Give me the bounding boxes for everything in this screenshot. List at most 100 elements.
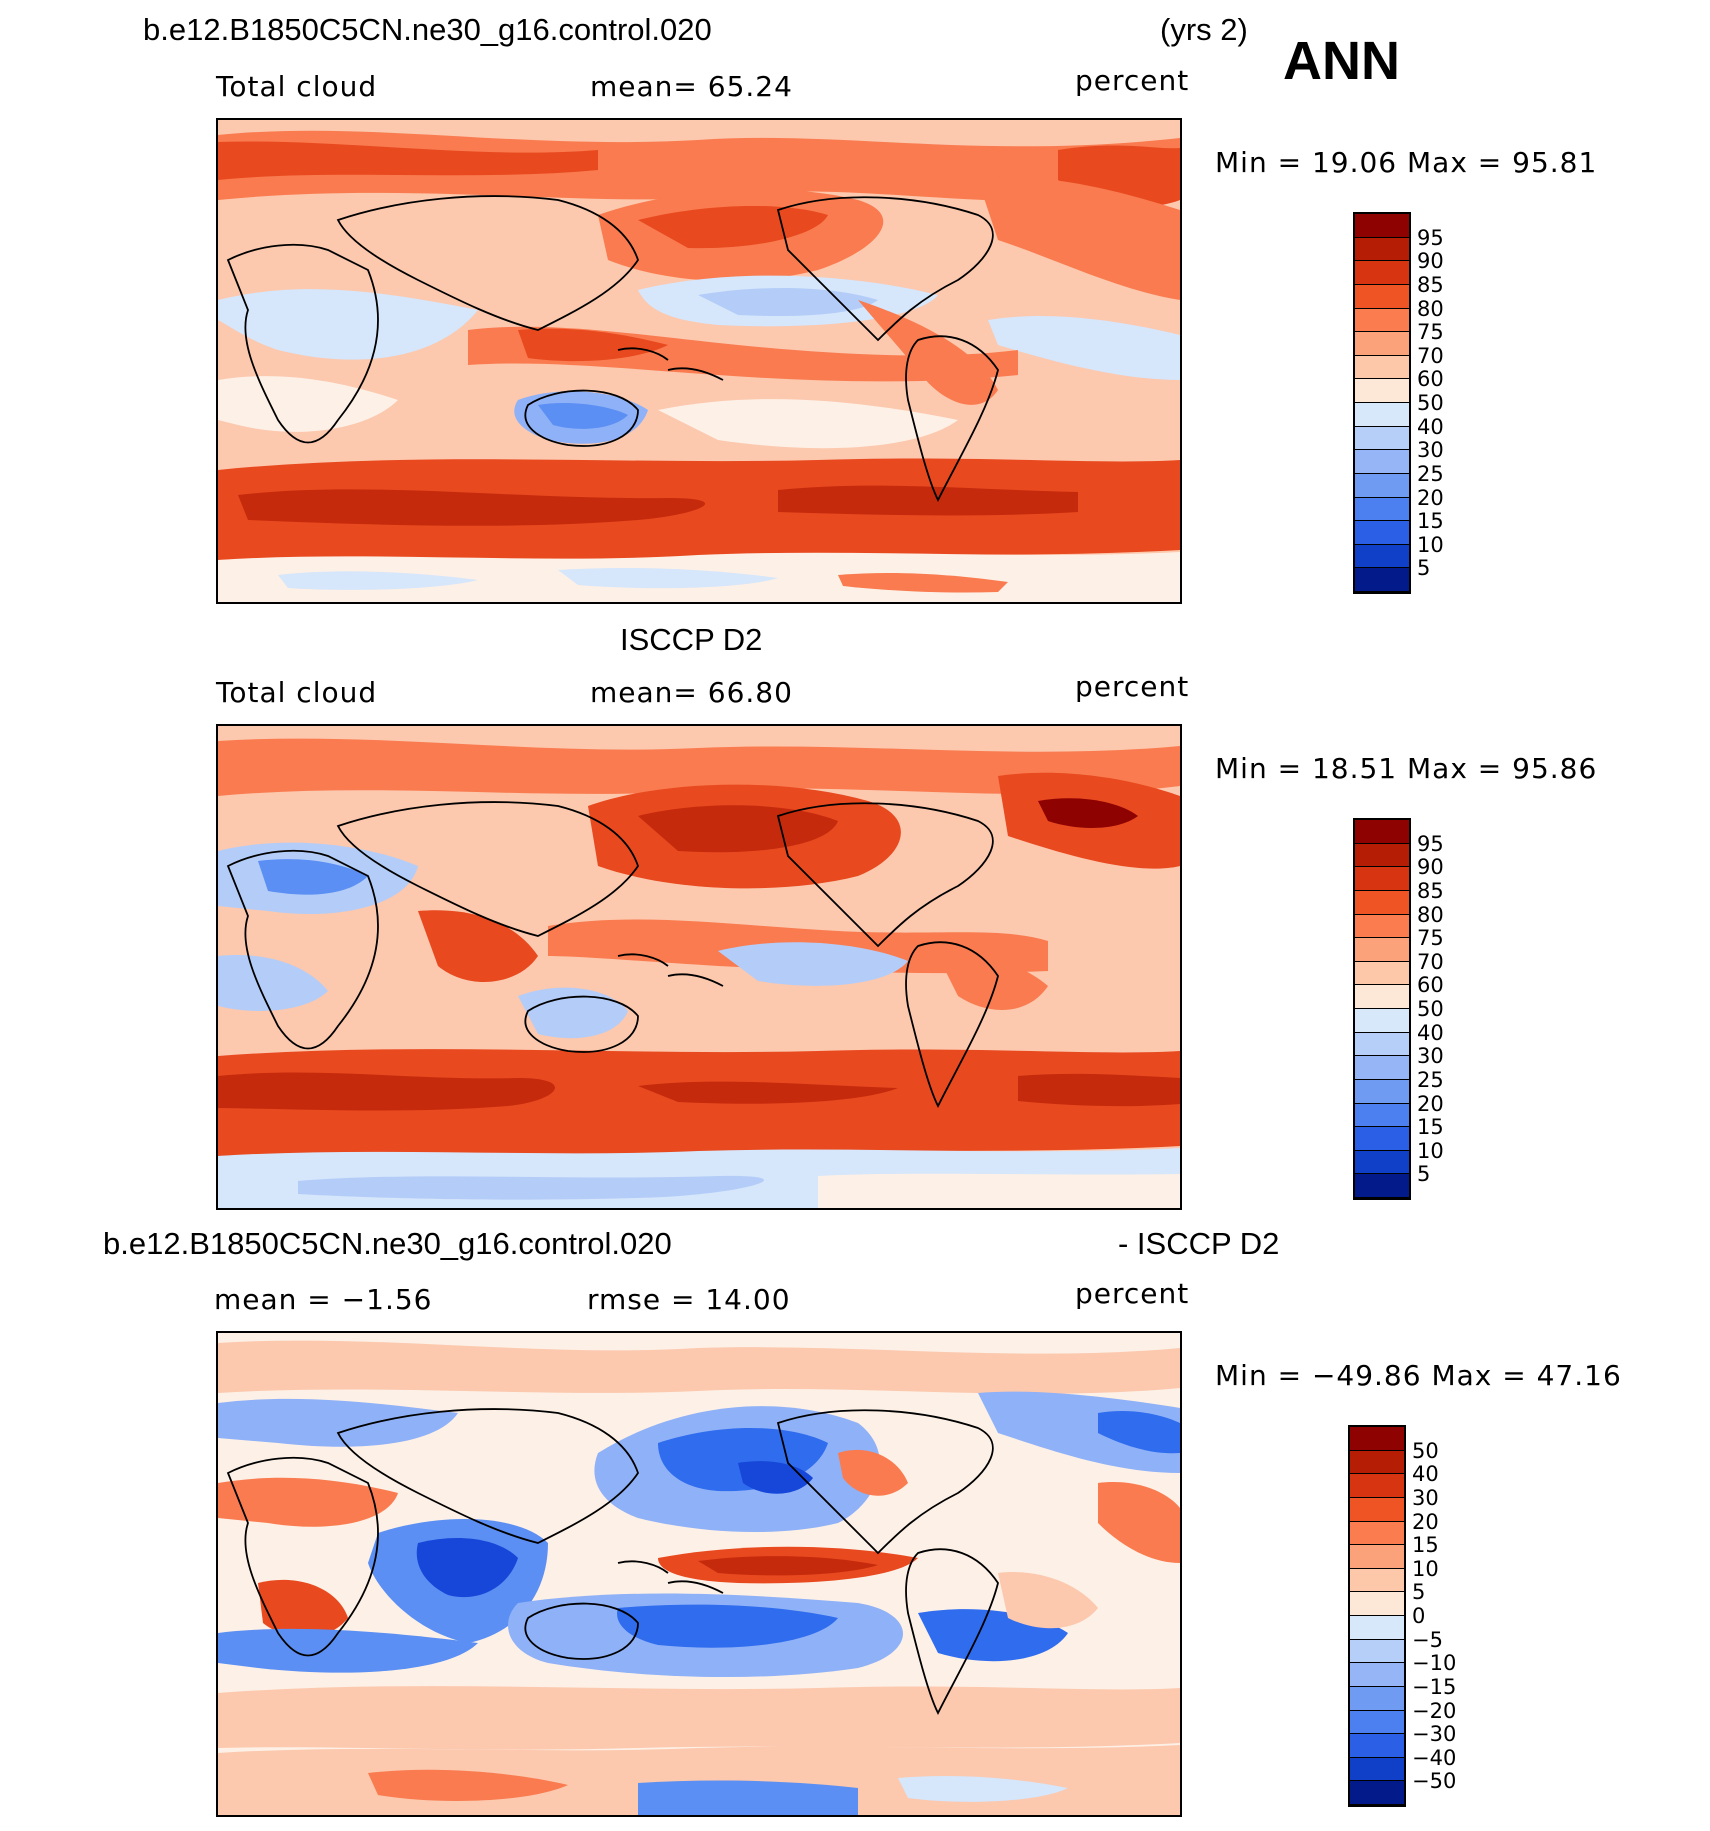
years-label: (yrs 2) (1160, 12, 1248, 47)
colorbar-tick-label: 95 (1417, 225, 1444, 250)
colorbar-tick-label: 15 (1417, 509, 1444, 534)
colorbar-tick-label: 75 (1417, 926, 1444, 951)
colorbar-segment (1355, 355, 1409, 380)
panel3-map (216, 1331, 1182, 1817)
colorbar-tick-label: 40 (1417, 1020, 1444, 1045)
panel2-map (216, 724, 1182, 1210)
colorbar-tick-label: 60 (1417, 973, 1444, 998)
panel1-coastlines (226, 195, 999, 503)
colorbar-tick-label: 5 (1417, 1162, 1431, 1187)
colorbar-tick-label: 85 (1417, 272, 1444, 297)
colorbar-segment (1355, 308, 1409, 333)
panel1-mean-label: mean= 65.24 (590, 70, 793, 103)
colorbar-segment (1350, 1427, 1404, 1451)
colorbar-tick-label: −20 (1412, 1698, 1457, 1723)
colorbar-segment (1350, 1592, 1404, 1616)
colorbar-segment (1355, 890, 1409, 915)
panel3-colorbar: 50 40 30 20 15 10 5 0 −5 −10 −15 −20 −30 −40 −50 (1348, 1425, 1456, 1807)
colorbar-segment (1355, 237, 1409, 262)
panel1-sahara-clear (218, 289, 478, 360)
panel3-units-label: percent (1075, 1277, 1190, 1310)
colorbar-segment (1350, 1663, 1404, 1687)
colorbar-tick-label: 90 (1417, 249, 1444, 274)
panel1-min-max: Min = 19.06 Max = 95.81 (1215, 146, 1598, 179)
colorbar-tick-label: 75 (1417, 320, 1444, 345)
colorbar-segment (1350, 1757, 1404, 1782)
colorbar-tick-label: −30 (1412, 1722, 1457, 1747)
colorbar-tick-label: −5 (1412, 1627, 1443, 1652)
colorbar-segment (1355, 379, 1409, 403)
colorbar-tick-label: 95 (1417, 831, 1444, 856)
colorbar-tick-label: 50 (1412, 1438, 1439, 1463)
colorbar-tick-label: 80 (1417, 902, 1444, 927)
colorbar-tick-label: 30 (1417, 1044, 1444, 1069)
colorbar-tick-label: 25 (1417, 1067, 1444, 1092)
colorbar-tick-label: 40 (1417, 414, 1444, 439)
colorbar-tick-label: 20 (1417, 1091, 1444, 1116)
colorbar-segment (1350, 1734, 1404, 1758)
colorbar-tick-label: 25 (1417, 461, 1444, 486)
case-name-title: b.e12.B1850C5CN.ne30_g16.control.020 (143, 12, 712, 47)
panel1-southern-ocean (218, 458, 1180, 561)
panel1-arctic-band (218, 130, 1180, 202)
colorbar-tick-label: 85 (1417, 878, 1444, 903)
colorbar-segment (1350, 1686, 1404, 1711)
colorbar-segment (1350, 1474, 1404, 1498)
panel3-coastlines (226, 1408, 999, 1716)
colorbar-tick-label: 10 (1412, 1556, 1439, 1581)
colorbar-tick-label: 15 (1412, 1533, 1439, 1558)
panel2-variable-label: Total cloud (216, 676, 378, 709)
panel3-rmse-label: rmse = 14.00 (587, 1283, 791, 1316)
colorbar-segment (1355, 568, 1409, 592)
panel1-map (216, 118, 1182, 604)
panel3-title-left: b.e12.B1850C5CN.ne30_g16.control.020 (103, 1226, 672, 1261)
panel2-pacific-clear (718, 942, 908, 986)
panel1-map-field (218, 120, 1180, 602)
panel2-title: ISCCP D2 (620, 622, 763, 657)
colorbar-segment (1355, 214, 1409, 238)
colorbar-tick-label: 20 (1412, 1509, 1439, 1534)
colorbar-segment (1355, 1150, 1409, 1175)
colorbar-segment (1355, 497, 1409, 522)
panel2-mean-label: mean= 66.80 (590, 676, 793, 709)
colorbar-segment (1355, 1009, 1409, 1033)
colorbar-tick-label: 50 (1417, 391, 1444, 415)
panel3-title-right: - ISCCP D2 (1118, 1226, 1280, 1261)
colorbar-segment (1355, 961, 1409, 986)
colorbar-segment (1355, 914, 1409, 939)
season-label: ANN (1283, 31, 1400, 91)
colorbar-tick-label: 5 (1412, 1580, 1426, 1605)
panel2-colorbar: 95 90 85 80 75 70 60 50 40 30 25 20 15 10 5 (1353, 818, 1444, 1200)
colorbar-segment (1355, 544, 1409, 569)
colorbar-segment (1350, 1545, 1404, 1569)
colorbar-segment (1355, 820, 1409, 844)
colorbar-segment (1355, 1056, 1409, 1080)
colorbar-segment (1355, 1079, 1409, 1104)
colorbar-segment (1355, 843, 1409, 868)
colorbar-tick-label: −50 (1412, 1769, 1457, 1794)
colorbar-tick-label: 70 (1417, 343, 1444, 368)
panel2-coastlines (226, 801, 999, 1109)
colorbar-tick-label: 5 (1417, 556, 1431, 581)
colorbar-tick-label: −10 (1412, 1651, 1457, 1676)
colorbar-segment (1355, 1032, 1409, 1057)
colorbar-segment (1350, 1616, 1404, 1640)
colorbar-segment (1355, 1103, 1409, 1128)
colorbar-segment (1350, 1497, 1404, 1522)
colorbar-segment (1355, 261, 1409, 285)
colorbar-tick-label: 80 (1417, 296, 1444, 321)
colorbar-segment (1355, 284, 1409, 309)
colorbar-tick-label: 40 (1412, 1462, 1439, 1487)
colorbar-tick-label: 90 (1417, 855, 1444, 880)
colorbar-segment (1350, 1639, 1404, 1664)
colorbar-segment (1350, 1781, 1404, 1805)
colorbar-segment (1355, 332, 1409, 356)
colorbar-segment (1355, 450, 1409, 474)
colorbar-tick-label: 30 (1412, 1485, 1439, 1510)
colorbar-segment (1350, 1521, 1404, 1546)
panel2-units-label: percent (1075, 670, 1190, 703)
colorbar-segment (1355, 521, 1409, 545)
panel3-map-field (218, 1333, 1180, 1815)
colorbar-segment (1355, 985, 1409, 1009)
panel3-min-max: Min = −49.86 Max = 47.16 (1215, 1359, 1622, 1392)
